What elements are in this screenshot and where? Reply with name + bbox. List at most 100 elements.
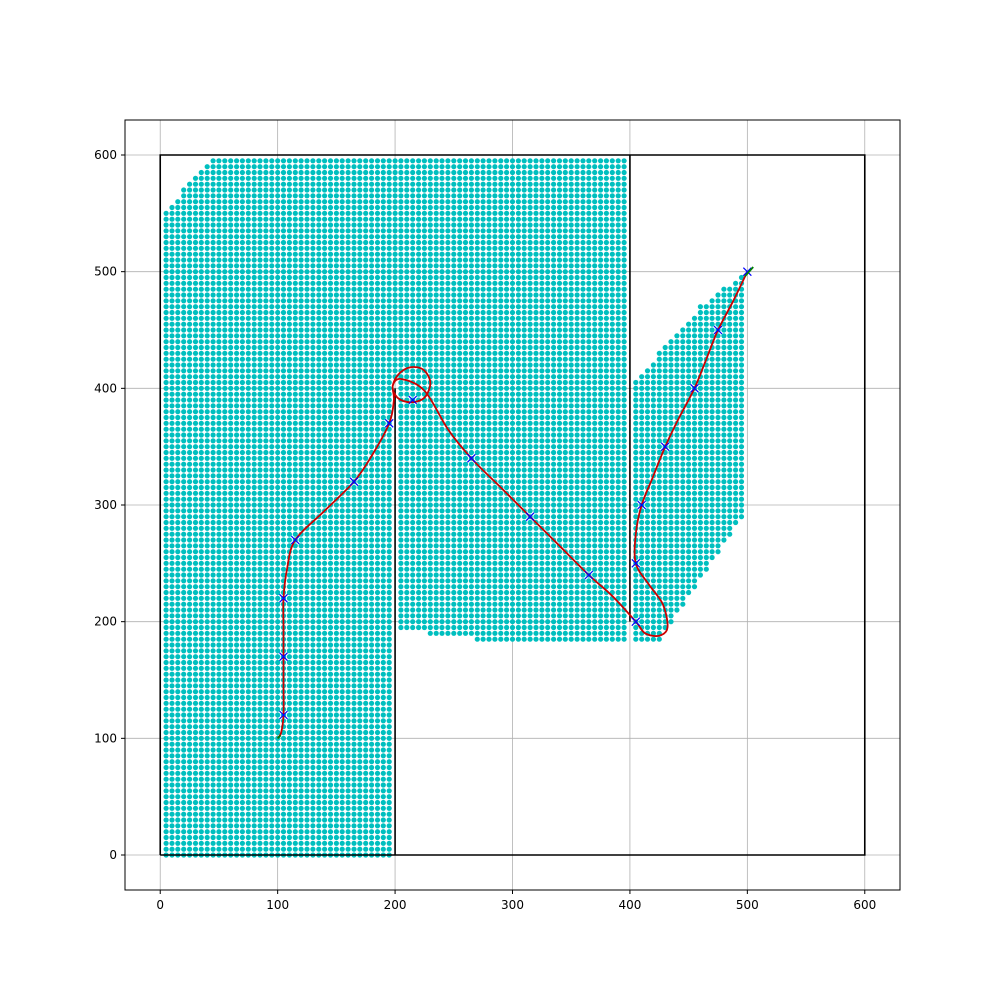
free-space-point	[345, 210, 351, 216]
free-space-point	[298, 432, 304, 438]
free-space-point	[304, 648, 310, 654]
free-space-point	[327, 735, 334, 741]
free-space-point	[380, 426, 386, 432]
free-space-point	[286, 782, 292, 788]
free-space-point	[175, 770, 181, 776]
free-space-point	[210, 409, 216, 415]
free-space-point	[269, 519, 275, 526]
free-space-point	[198, 263, 204, 269]
free-space-point	[210, 181, 216, 187]
free-space-point	[198, 613, 204, 619]
free-space-point	[239, 700, 245, 706]
free-space-point	[192, 403, 199, 409]
free-space-point	[257, 379, 263, 386]
free-space-point	[275, 222, 281, 228]
free-space-point	[316, 619, 322, 625]
free-space-point	[228, 269, 234, 275]
free-space-point	[192, 473, 199, 479]
free-space-point	[169, 753, 175, 759]
free-space-point	[192, 601, 199, 607]
free-space-point	[234, 543, 240, 549]
free-space-point	[181, 461, 187, 467]
free-space-point	[251, 683, 257, 689]
free-space-point	[192, 274, 199, 281]
free-space-point	[339, 251, 345, 257]
free-space-point	[204, 228, 210, 234]
free-space-point	[275, 700, 281, 706]
free-space-point	[404, 572, 410, 578]
free-space-point	[398, 344, 404, 351]
free-space-point	[369, 391, 375, 397]
free-space-point	[351, 578, 357, 584]
free-space-point	[369, 665, 375, 671]
free-space-point	[380, 677, 386, 683]
free-space-point	[351, 449, 357, 456]
free-space-point	[322, 158, 328, 164]
free-space-point	[386, 665, 392, 671]
free-space-point	[192, 181, 199, 187]
free-space-point	[269, 829, 275, 835]
free-space-point	[257, 648, 263, 654]
free-space-point	[181, 712, 187, 718]
free-space-point	[286, 624, 292, 631]
free-space-point	[404, 344, 410, 351]
free-space-point	[198, 245, 204, 251]
free-space-point	[363, 490, 369, 496]
free-space-point	[298, 444, 304, 450]
free-space-point	[304, 385, 310, 391]
free-space-point	[322, 438, 328, 444]
free-space-point	[398, 508, 404, 514]
free-space-point	[175, 747, 181, 753]
free-space-point	[216, 379, 222, 386]
free-space-point	[257, 374, 263, 380]
free-space-point	[357, 210, 363, 216]
free-space-point	[322, 549, 328, 555]
free-space-point	[228, 327, 234, 333]
free-space-point	[327, 741, 334, 747]
free-space-point	[351, 327, 357, 333]
free-space-point	[316, 811, 322, 817]
free-space-point	[245, 420, 251, 426]
free-space-point	[204, 432, 210, 438]
free-space-point	[181, 706, 187, 712]
free-space-point	[198, 420, 204, 426]
free-space-point	[339, 385, 345, 391]
free-space-point	[257, 479, 263, 485]
free-space-point	[310, 718, 316, 724]
free-space-point	[410, 578, 416, 584]
free-space-point	[386, 455, 392, 461]
free-space-point	[234, 718, 240, 724]
free-space-point	[363, 782, 369, 788]
free-space-point	[222, 414, 228, 421]
free-space-point	[357, 385, 363, 391]
free-space-point	[292, 187, 298, 193]
free-space-point	[316, 368, 322, 374]
free-space-point	[327, 554, 334, 561]
free-space-point	[228, 572, 234, 578]
free-space-point	[351, 735, 357, 741]
free-space-point	[404, 426, 410, 432]
free-space-point	[257, 689, 263, 695]
free-space-point	[228, 834, 234, 841]
free-space-point	[269, 280, 275, 286]
free-space-point	[210, 385, 216, 391]
free-space-point	[345, 257, 351, 263]
free-space-point	[292, 286, 298, 292]
free-space-point	[416, 549, 422, 555]
free-space-point	[410, 461, 416, 467]
free-space-point	[204, 420, 210, 426]
free-space-point	[404, 432, 410, 438]
free-space-point	[369, 362, 375, 368]
free-space-point	[280, 490, 287, 496]
free-space-point	[392, 350, 398, 356]
free-space-point	[292, 735, 298, 741]
free-space-point	[234, 648, 240, 654]
free-space-point	[374, 263, 381, 269]
free-space-point	[369, 467, 375, 473]
free-space-point	[204, 531, 210, 537]
free-space-point	[310, 607, 316, 613]
free-space-point	[369, 619, 375, 625]
free-space-point	[351, 805, 357, 811]
free-space-point	[339, 309, 345, 316]
free-space-point	[410, 601, 416, 607]
